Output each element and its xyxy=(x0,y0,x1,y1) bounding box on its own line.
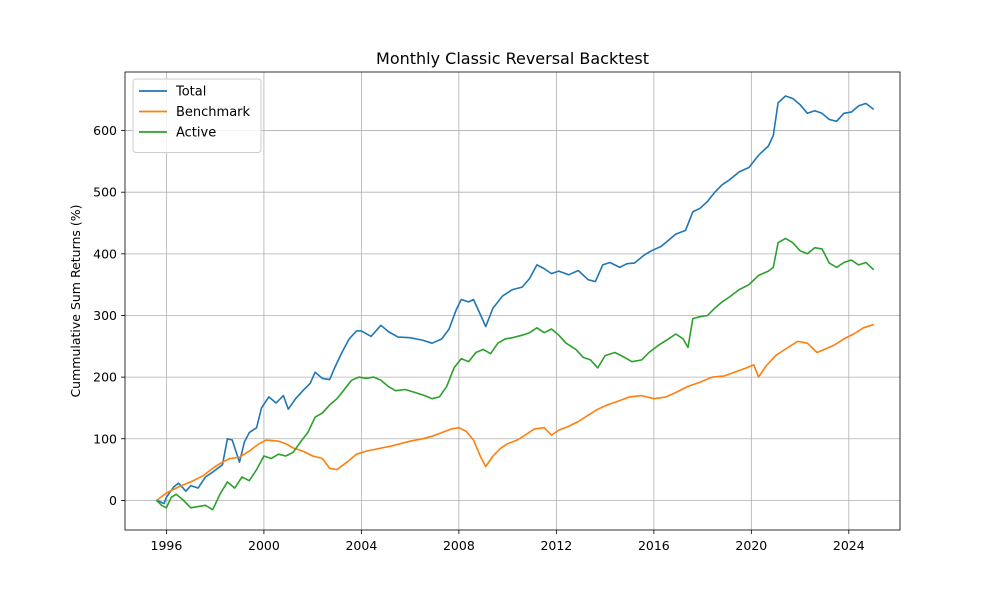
x-tick-label-2004: 2004 xyxy=(345,538,377,553)
series-line-benchmark xyxy=(155,323,874,502)
x-tick-label-1996: 1996 xyxy=(151,538,183,553)
series-line-total xyxy=(155,95,874,505)
y-tick-label-200: 200 xyxy=(93,370,117,385)
x-tick-label-2000: 2000 xyxy=(248,538,280,553)
y-tick-label-100: 100 xyxy=(93,431,117,446)
axes-frame xyxy=(124,71,901,531)
x-tick-label-2012: 2012 xyxy=(540,538,572,553)
legend-label-total: Total xyxy=(175,85,206,100)
y-tick-label-500: 500 xyxy=(93,185,117,200)
y-axis-label: Cummulative Sum Returns (%) xyxy=(68,204,83,397)
x-tick-label-2020: 2020 xyxy=(735,538,767,553)
y-tick-label-400: 400 xyxy=(93,246,117,261)
legend-box xyxy=(132,78,262,153)
legend-label-active: Active xyxy=(176,126,216,141)
y-tick-label-0: 0 xyxy=(109,493,117,508)
y-tick-label-600: 600 xyxy=(93,123,117,138)
legend: Total Benchmark Active xyxy=(132,78,262,153)
x-tick-label-2008: 2008 xyxy=(443,538,475,553)
series-line-active xyxy=(155,237,874,511)
y-tick-label-300: 300 xyxy=(93,308,117,323)
legend-label-benchmark: Benchmark xyxy=(176,105,251,120)
x-tick-label-2024: 2024 xyxy=(833,538,865,553)
grid xyxy=(125,72,900,530)
axis-ticks: 1996 2000 2004 2008 2012 2016 2020 2024 0 100 200 3… xyxy=(93,123,865,553)
x-tick-label-2016: 2016 xyxy=(638,538,670,553)
series-lines xyxy=(155,95,874,511)
chart-title: Monthly Classic Reversal Backtest xyxy=(376,49,649,68)
